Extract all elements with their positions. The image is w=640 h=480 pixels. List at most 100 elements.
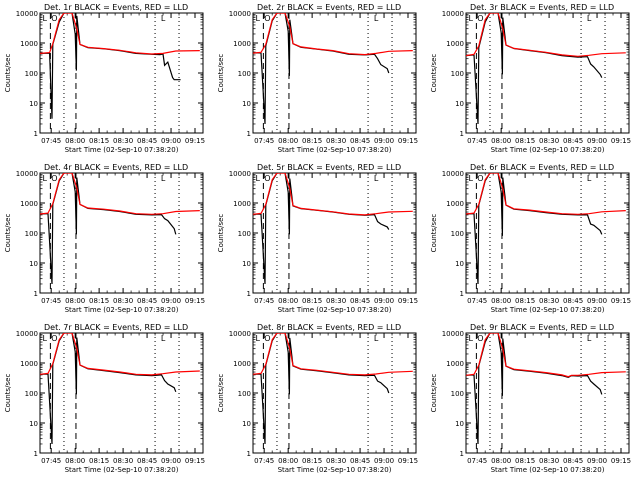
x-axis-label: Start Time (02-Sep-10 07:38:20): [491, 146, 605, 154]
lld-series-line: [40, 333, 200, 376]
interval-marker-label: O: [264, 14, 270, 23]
x-tick-label: 08:30: [539, 297, 559, 305]
y-tick-label: 1000: [446, 200, 464, 208]
y-tick-label: 1: [460, 450, 464, 458]
x-tick-label: 08:00: [278, 137, 298, 145]
y-tick-label: 100: [451, 390, 464, 398]
x-tick-label: 08:45: [137, 137, 157, 145]
x-tick-label: 09:15: [398, 457, 418, 465]
y-tick-label: 10000: [229, 170, 251, 178]
interval-marker-label: L: [161, 14, 166, 23]
x-tick-label: 09:00: [587, 457, 607, 465]
y-tick-label: 10: [29, 100, 38, 108]
lld-series-line: [253, 13, 413, 56]
x-tick-label: 08:30: [113, 137, 133, 145]
y-tick-label: 1000: [20, 40, 38, 48]
y-tick-label: 10: [29, 260, 38, 268]
x-tick-label: 08:15: [515, 297, 535, 305]
y-tick-label: 1: [34, 130, 38, 138]
x-tick-label: 08:15: [515, 137, 535, 145]
x-tick-label: 07:45: [467, 457, 487, 465]
y-tick-label: 100: [25, 70, 38, 78]
y-tick-label: 10: [242, 100, 251, 108]
y-tick-label: 10000: [229, 330, 251, 338]
interval-marker-label: L: [43, 334, 48, 343]
x-tick-label: 08:45: [563, 297, 583, 305]
interval-marker-label: O: [264, 334, 270, 343]
interval-marker-label: L: [161, 174, 166, 183]
panel-title: Det. 6r BLACK = Events, RED = LLD: [470, 163, 614, 172]
x-tick-label: 08:45: [350, 297, 370, 305]
interval-marker-label: L: [43, 174, 48, 183]
x-tick-label: 08:30: [326, 137, 346, 145]
y-tick-label: 100: [451, 70, 464, 78]
panel-title: Det. 7r BLACK = Events, RED = LLD: [44, 323, 188, 332]
x-tick-label: 08:00: [65, 457, 85, 465]
interval-marker-label: L: [587, 14, 592, 23]
x-tick-label: 07:45: [254, 137, 274, 145]
interval-marker-label: L: [469, 334, 474, 343]
x-tick-label: 08:00: [278, 297, 298, 305]
y-tick-label: 10000: [229, 10, 251, 18]
interval-marker-label: O: [51, 334, 57, 343]
panel-title: Det. 3r BLACK = Events, RED = LLD: [470, 3, 614, 12]
x-tick-label: 08:45: [350, 137, 370, 145]
x-tick-label: 09:15: [611, 137, 631, 145]
y-axis-label: Counts/sec: [430, 214, 438, 253]
interval-marker-label: O: [264, 174, 270, 183]
detector-panel-3: Det. 3r BLACK = Events, RED = LLD 1 10 100 1…: [430, 3, 631, 154]
panel-title: Det. 8r BLACK = Events, RED = LLD: [257, 323, 401, 332]
x-tick-label: 09:00: [374, 297, 394, 305]
x-tick-label: 07:45: [254, 457, 274, 465]
y-tick-label: 10: [242, 260, 251, 268]
lld-series-line: [40, 173, 200, 215]
y-tick-label: 10: [29, 420, 38, 428]
x-tick-label: 09:00: [587, 297, 607, 305]
interval-marker-label: O: [477, 14, 483, 23]
y-tick-label: 1: [460, 290, 464, 298]
x-tick-label: 09:15: [611, 457, 631, 465]
y-tick-label: 100: [238, 70, 251, 78]
x-tick-label: 08:45: [137, 457, 157, 465]
y-tick-label: 100: [25, 390, 38, 398]
x-tick-label: 09:15: [185, 137, 205, 145]
panel-title: Det. 2r BLACK = Events, RED = LLD: [257, 3, 401, 12]
lld-series-line: [466, 333, 626, 378]
x-tick-label: 08:15: [89, 137, 109, 145]
y-tick-label: 10000: [442, 170, 464, 178]
y-tick-label: 1: [247, 450, 251, 458]
y-tick-label: 1000: [20, 200, 38, 208]
lld-series-line: [466, 173, 626, 215]
x-tick-label: 08:30: [539, 137, 559, 145]
y-tick-label: 1: [460, 130, 464, 138]
panel-title: Det. 1r BLACK = Events, RED = LLD: [44, 3, 188, 12]
interval-marker-label: O: [477, 334, 483, 343]
interval-marker-label: L: [374, 174, 379, 183]
y-tick-label: 10000: [16, 330, 38, 338]
x-tick-label: 07:45: [41, 457, 61, 465]
x-tick-label: 07:45: [254, 297, 274, 305]
interval-marker-label: L: [161, 334, 166, 343]
y-tick-label: 10: [242, 420, 251, 428]
events-series-line: [40, 13, 181, 119]
x-tick-label: 09:00: [161, 457, 181, 465]
interval-marker-label: L: [469, 14, 474, 23]
x-axis-label: Start Time (02-Sep-10 07:38:20): [491, 306, 605, 314]
x-tick-label: 08:45: [563, 457, 583, 465]
x-tick-label: 08:30: [113, 297, 133, 305]
y-tick-label: 100: [238, 230, 251, 238]
y-axis-label: Counts/sec: [217, 374, 225, 413]
x-axis-label: Start Time (02-Sep-10 07:38:20): [65, 466, 179, 474]
x-tick-label: 09:00: [374, 137, 394, 145]
detector-panel-8: Det. 8r BLACK = Events, RED = LLD 1 10 100 1…: [217, 323, 418, 474]
x-tick-label: 08:15: [89, 297, 109, 305]
x-axis-label: Start Time (02-Sep-10 07:38:20): [65, 306, 179, 314]
interval-marker-label: L: [256, 334, 261, 343]
x-tick-label: 08:15: [302, 457, 322, 465]
y-tick-label: 100: [451, 230, 464, 238]
interval-marker-label: L: [587, 334, 592, 343]
panel-title: Det. 4r BLACK = Events, RED = LLD: [44, 163, 188, 172]
x-axis-label: Start Time (02-Sep-10 07:38:20): [65, 146, 179, 154]
lld-series-line: [253, 333, 413, 376]
